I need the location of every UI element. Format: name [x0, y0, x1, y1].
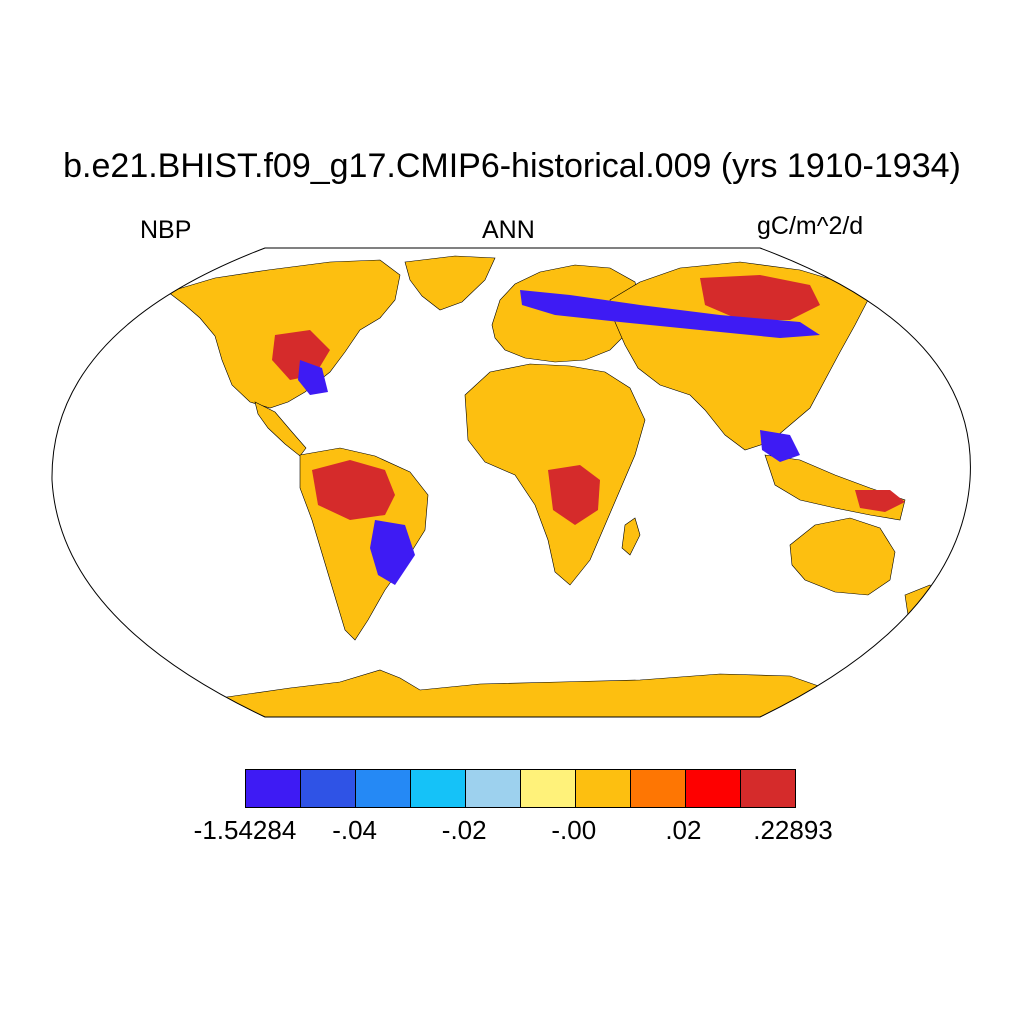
island-madagascar	[621, 517, 641, 556]
island-new-zealand	[904, 584, 941, 616]
anomaly-positive-amazon	[312, 460, 395, 520]
colorbar-tick-label: -.00	[551, 815, 597, 845]
continent-antarctica	[199, 669, 851, 717]
continent-australia	[789, 517, 896, 596]
colorbar-tick-label: .22893	[753, 815, 833, 845]
variable-label: NBP	[140, 216, 192, 244]
anomaly-negative-east-us	[298, 360, 328, 395]
colorbar-swatch	[685, 769, 741, 808]
colorbar-tick-label: -1.54284	[193, 815, 297, 845]
plot-title: b.e21.BHIST.f09_g17.CMIP6-historical.009…	[63, 147, 961, 185]
colorbar-swatch	[410, 769, 466, 808]
colorbar-swatch	[575, 769, 631, 808]
colorbar-swatch	[465, 769, 521, 808]
anomaly-negative-eastern-south-america	[370, 520, 415, 585]
anomaly-negative-europe-belt	[520, 290, 820, 338]
anomaly-positive-new-guinea	[855, 490, 905, 512]
continent-greenland	[404, 255, 496, 311]
region-central-america	[254, 401, 307, 457]
map-boundary	[51, 247, 971, 718]
colorbar-swatch	[355, 769, 411, 808]
colorbar	[245, 769, 796, 808]
colorbar-swatch	[245, 769, 301, 808]
colorbar-swatch	[740, 769, 796, 808]
anomaly-positive-siberia	[700, 275, 820, 320]
colorbar-tick-label: .02	[665, 815, 702, 845]
season-label: ANN	[482, 216, 535, 244]
colorbar-tick-label: -.04	[332, 815, 377, 845]
colorbar-swatch	[520, 769, 576, 808]
colorbar-swatch	[630, 769, 686, 808]
units-label: gC/m^2/d	[757, 212, 864, 240]
colorbar-tick-label: -.02	[441, 815, 487, 845]
anomaly-negative-southeast-asia	[760, 430, 800, 462]
anomaly-positive-central-africa	[548, 465, 600, 525]
colorbar-swatch	[300, 769, 356, 808]
